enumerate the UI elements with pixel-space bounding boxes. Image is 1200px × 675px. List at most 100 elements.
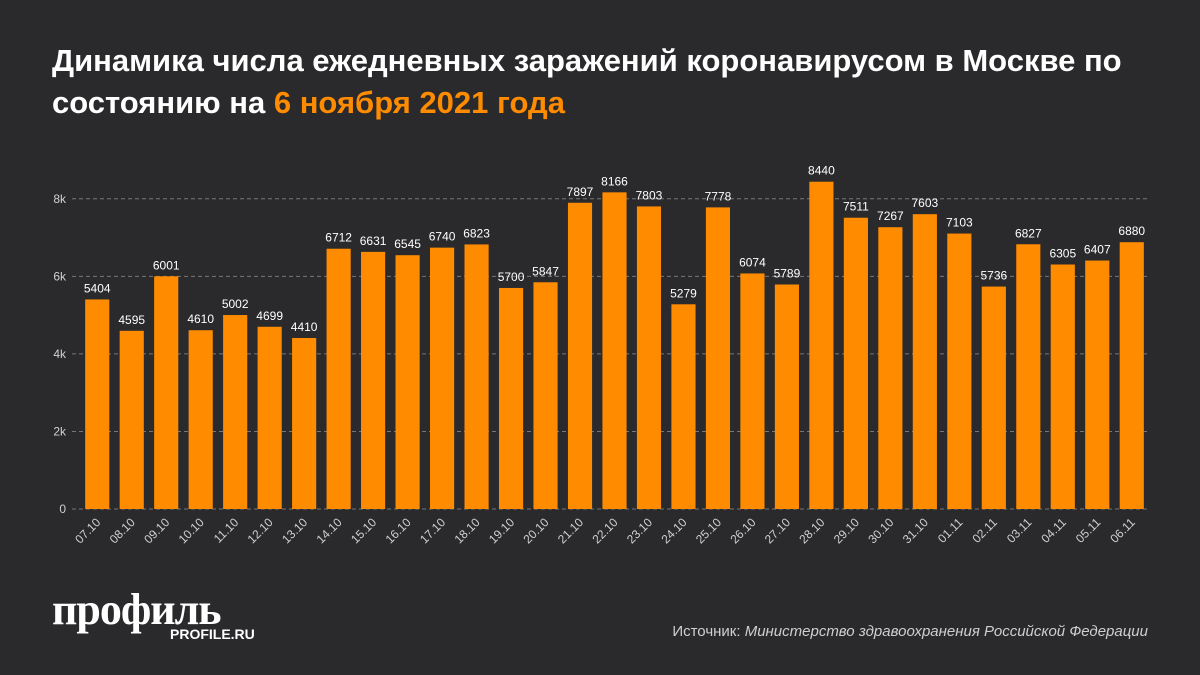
bar (326, 248, 351, 509)
x-tick-label: 01.11 (935, 515, 966, 546)
x-tick-label: 21.10 (555, 515, 586, 546)
value-label: 6305 (1049, 247, 1076, 261)
title-date: 6 ноября 2021 года (273, 85, 565, 120)
x-tick-label: 10.10 (176, 515, 207, 546)
x-tick-label: 31.10 (900, 515, 931, 546)
bar (464, 244, 489, 509)
x-tick-label: 15.10 (348, 515, 379, 546)
bar (85, 299, 110, 509)
value-label: 7267 (877, 209, 904, 223)
x-tick-label: 08.10 (107, 515, 138, 546)
value-label: 5002 (222, 297, 249, 311)
x-tick-label: 12.10 (245, 515, 276, 546)
y-tick-label: 4k (53, 347, 67, 361)
value-label: 7511 (843, 200, 869, 214)
value-label: 7603 (912, 196, 939, 210)
x-tick-label: 22.10 (589, 515, 620, 546)
x-tick-label: 30.10 (865, 515, 896, 546)
bar (705, 207, 731, 509)
bar (292, 337, 317, 509)
bar (533, 282, 558, 509)
bar (395, 255, 420, 509)
value-label: 5404 (84, 281, 111, 295)
bar (1119, 242, 1144, 509)
value-label: 6631 (360, 234, 387, 248)
value-label: 6712 (325, 231, 352, 245)
value-label: 7103 (946, 216, 973, 230)
source-label: Источник: (672, 623, 741, 640)
value-label: 7803 (636, 188, 663, 202)
bar (774, 284, 799, 509)
value-label: 5736 (980, 269, 1007, 283)
x-tick-label: 14.10 (314, 515, 345, 546)
x-tick-label: 07.10 (72, 515, 103, 546)
bar (740, 273, 765, 509)
value-label: 5279 (670, 286, 697, 300)
bar (636, 206, 662, 510)
x-tick-label: 18.10 (452, 515, 483, 546)
bar (430, 247, 455, 510)
logo[interactable]: профиль PROFILE.RU (52, 588, 255, 643)
x-tick-label: 27.10 (762, 515, 793, 546)
x-tick-label: 24.10 (658, 515, 689, 546)
title-text: Динамика числа ежедневных заражений коро… (52, 43, 1122, 120)
x-tick-label: 06.11 (1107, 515, 1138, 546)
bar (257, 326, 282, 509)
value-label: 8166 (601, 174, 628, 188)
x-tick-label: 20.10 (521, 515, 552, 546)
value-label: 6740 (429, 230, 456, 244)
bar (154, 276, 179, 509)
value-label: 4410 (291, 320, 318, 334)
bar (912, 214, 937, 510)
value-label: 6880 (1118, 224, 1145, 238)
x-tick-label: 26.10 (727, 515, 758, 546)
bar (119, 330, 144, 509)
value-label: 5847 (532, 264, 559, 278)
value-label: 7897 (567, 185, 594, 199)
y-tick-label: 6k (53, 269, 67, 283)
x-tick-label: 29.10 (831, 515, 862, 546)
value-label: 6407 (1084, 243, 1111, 257)
value-label: 5789 (774, 267, 801, 281)
x-tick-label: 03.11 (1004, 515, 1035, 546)
bar (188, 330, 213, 509)
x-tick-label: 17.10 (417, 515, 448, 546)
value-label: 6001 (153, 258, 180, 272)
bar (981, 286, 1006, 509)
x-tick-label: 19.10 (486, 515, 517, 546)
bar (1050, 264, 1075, 509)
bar (671, 304, 696, 509)
value-label: 8440 (808, 164, 835, 178)
x-tick-label: 28.10 (796, 515, 827, 546)
x-tick-label: 23.10 (624, 515, 655, 546)
x-tick-label: 16.10 (383, 515, 414, 546)
x-tick-label: 13.10 (279, 515, 310, 546)
source: Источник: Министерство здравоохранения Р… (672, 623, 1148, 640)
bar (878, 227, 903, 509)
bar (602, 192, 627, 509)
y-tick-label: 0 (59, 502, 66, 516)
x-tick-label: 09.10 (141, 515, 172, 546)
x-tick-label: 25.10 (693, 515, 724, 546)
value-label: 6545 (394, 237, 421, 251)
value-label: 4610 (187, 312, 214, 326)
bar (1016, 244, 1041, 510)
chart-title: Динамика числа ежедневных заражений коро… (52, 40, 1162, 124)
bar (843, 217, 868, 509)
bar (567, 202, 593, 509)
x-tick-label: 02.11 (969, 515, 1000, 546)
value-label: 5700 (498, 270, 525, 284)
value-label: 7778 (705, 189, 732, 203)
value-label: 6074 (739, 255, 766, 269)
bar (1085, 260, 1110, 509)
x-tick-label: 11.10 (211, 515, 242, 546)
value-label: 6823 (463, 226, 490, 240)
bar (809, 181, 834, 509)
value-label: 4699 (256, 309, 283, 323)
bar (223, 315, 248, 509)
source-text: Министерство здравоохранения Российской … (744, 623, 1148, 640)
y-tick-label: 2k (53, 424, 67, 438)
y-tick-label: 8k (53, 192, 67, 206)
